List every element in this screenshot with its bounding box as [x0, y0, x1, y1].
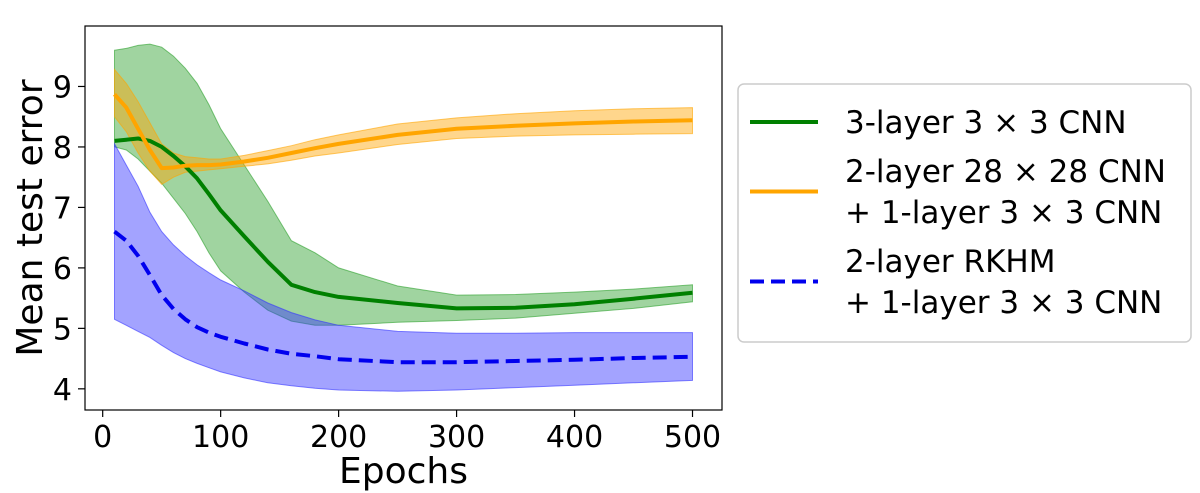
y-tick-label-9: 9: [53, 70, 72, 105]
band-series-2: [114, 68, 693, 186]
y-tick-label-4: 4: [53, 373, 72, 408]
y-tick-label-5: 5: [53, 312, 72, 347]
line-series-1: [114, 136, 693, 311]
x-tick-label-0: 0: [93, 420, 112, 455]
confidence-bands: [114, 43, 693, 392]
line-series-3: [113, 230, 693, 365]
legend-label-3-line-2: + 1-layer 3 × 3 CNN: [845, 285, 1162, 321]
y-axis-label: Mean test error: [10, 79, 51, 356]
x-axis-ticks: 0 100 200 300 400 500: [93, 410, 721, 455]
band-series-3: [114, 141, 693, 392]
x-tick-label-200: 200: [310, 420, 367, 455]
x-tick-label-400: 400: [546, 420, 603, 455]
y-tick-label-7: 7: [53, 191, 72, 226]
x-tick-label-100: 100: [192, 420, 249, 455]
line-series-2: [113, 92, 693, 171]
y-tick-label-6: 6: [53, 252, 72, 287]
legend-label-3-line-1: 2-layer RKHM: [845, 244, 1055, 280]
series-lines: [113, 92, 693, 365]
x-tick-label-300: 300: [428, 420, 485, 455]
legend-label-2-line-1: 2-layer 28 × 28 CNN: [845, 154, 1166, 190]
plot-area-frame: [84, 25, 723, 411]
x-tick-label-500: 500: [664, 420, 721, 455]
x-axis-label: Epochs: [339, 451, 468, 492]
y-tick-label-8: 8: [53, 131, 72, 166]
legend-box: [737, 83, 1192, 343]
legend-label-2-line-2: + 1-layer 3 × 3 CNN: [845, 195, 1162, 231]
y-axis-ticks: 4 5 6 7 8 9: [53, 70, 85, 408]
legend-label-1-line-1: 3-layer 3 × 3 CNN: [845, 105, 1127, 141]
legend: 3-layer 3 × 3 CNN 2-layer 28 × 28 CNN + 1-…: [737, 83, 1192, 343]
